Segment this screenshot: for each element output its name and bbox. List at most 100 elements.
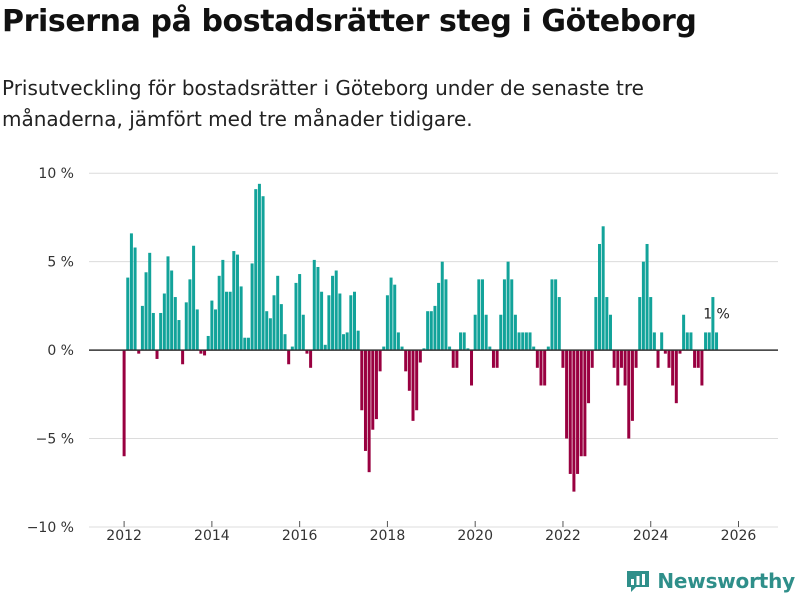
- brand-name: Newsworthy: [657, 569, 795, 593]
- x-tick-label: 2016: [282, 528, 318, 544]
- x-tick-label: 2022: [545, 528, 581, 544]
- bar: [488, 346, 492, 351]
- bar: [521, 332, 525, 351]
- bar: [162, 293, 166, 351]
- x-tick-label: 2018: [370, 528, 406, 544]
- bar: [254, 189, 258, 351]
- bar: [378, 350, 382, 372]
- bar: [199, 350, 203, 354]
- bar: [261, 196, 265, 351]
- y-axis: 10 % 5 % 0 % −5 % −10 %: [27, 166, 74, 536]
- bar: [173, 297, 177, 351]
- bar: [682, 314, 686, 351]
- bar: [429, 311, 433, 351]
- bar: [674, 350, 678, 404]
- bar: [235, 254, 239, 351]
- bar: [225, 291, 228, 351]
- bar: [331, 275, 335, 351]
- bar: [704, 332, 708, 351]
- bar: [576, 350, 580, 474]
- bar: [276, 275, 280, 351]
- bar: [649, 297, 653, 351]
- bar: [506, 261, 510, 351]
- bar: [667, 350, 671, 368]
- bar: [159, 312, 163, 351]
- bar: [385, 295, 389, 351]
- bar: [148, 252, 152, 351]
- bar: [371, 350, 375, 430]
- brand-logo[interactable]: Newsworthy: [625, 567, 795, 595]
- bar: [393, 284, 397, 351]
- bar: [466, 348, 470, 351]
- bar: [407, 350, 411, 391]
- bar: [470, 350, 474, 386]
- bar: [400, 346, 404, 351]
- bar: [451, 350, 455, 368]
- bar: [630, 350, 634, 421]
- bar: [484, 314, 488, 351]
- bar: [301, 314, 305, 351]
- bar: [203, 350, 207, 356]
- bar: [440, 261, 444, 351]
- bar: [634, 350, 638, 368]
- bar: [144, 272, 148, 351]
- bar: [459, 332, 463, 351]
- bar: [693, 350, 697, 368]
- bar: [137, 350, 141, 354]
- bar: [272, 295, 276, 351]
- bar: [290, 346, 294, 351]
- x-axis: 2012 2014 2016 2018 2020 2022 2024 2026: [106, 521, 756, 544]
- chart-subtitle: Prisutveckling för bostadsrätter i Göteb…: [2, 76, 644, 131]
- bar: [480, 279, 484, 351]
- bar: [396, 332, 400, 351]
- bar: [623, 350, 627, 386]
- x-tick-label: 2012: [106, 528, 142, 544]
- bar: [608, 314, 612, 351]
- bar: [349, 295, 353, 351]
- bar: [411, 350, 415, 421]
- x-tick-label: 2020: [457, 528, 493, 544]
- bar: [239, 286, 243, 351]
- bar: [583, 350, 587, 457]
- annotations: 1 %: [703, 306, 730, 322]
- bar: [345, 332, 349, 351]
- bar: [605, 297, 609, 351]
- bar: [524, 332, 528, 351]
- bar: [462, 332, 466, 351]
- bar: [363, 350, 367, 451]
- bar: [546, 346, 550, 351]
- bar: [243, 337, 247, 351]
- bar: [170, 270, 174, 351]
- bar: [616, 350, 620, 386]
- bar: [232, 251, 236, 351]
- bar: [342, 334, 346, 351]
- bar: [287, 350, 291, 365]
- gridlines: [89, 172, 778, 528]
- bar: [316, 266, 320, 351]
- bar: [539, 350, 543, 386]
- bar: [499, 314, 503, 351]
- bar: [188, 279, 192, 351]
- bar: [601, 226, 605, 351]
- bar: [177, 320, 181, 351]
- bar: [374, 350, 378, 420]
- bar: [265, 311, 269, 351]
- bar: [652, 332, 656, 351]
- bar: [619, 350, 623, 368]
- bar: [312, 259, 316, 351]
- bar: [587, 350, 591, 404]
- bar: [535, 350, 539, 368]
- bar: [294, 282, 298, 351]
- bar: [126, 277, 130, 351]
- bar: [122, 350, 126, 457]
- bar: [477, 279, 481, 351]
- bar: [715, 332, 719, 351]
- bar: [700, 350, 704, 386]
- bar: [133, 247, 137, 351]
- bar: [627, 350, 631, 439]
- bar: [598, 243, 602, 351]
- bar: [448, 346, 452, 351]
- bar: [671, 350, 675, 386]
- last-value-annotation: 1 %: [703, 306, 730, 322]
